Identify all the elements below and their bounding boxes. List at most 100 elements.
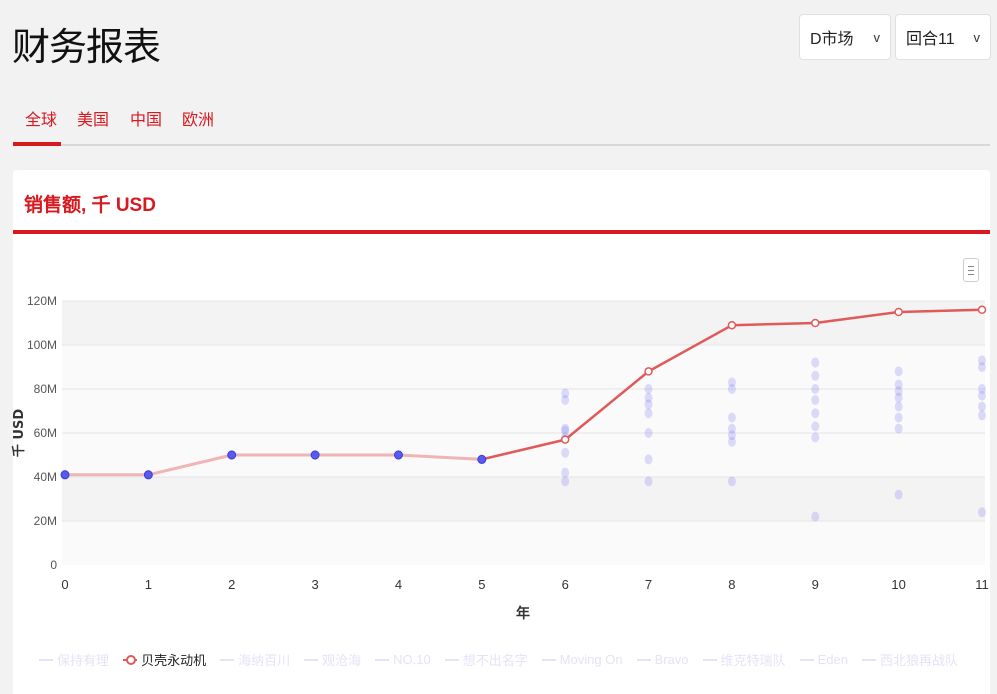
y-tick-label: 20M (34, 514, 57, 528)
plot-band (62, 521, 985, 565)
data-point (727, 320, 737, 330)
faded-point (978, 362, 986, 372)
faded-point (894, 412, 903, 423)
legend-label: Moving On (559, 652, 623, 667)
chart-legend: 保持有理 贝壳永动机 海纳百川 观沧海 NO.10 想不出名字 Moving On Bravo… (0, 650, 997, 669)
faded-point (811, 432, 820, 443)
tab-usa[interactable]: 美国 (77, 112, 110, 129)
faded-point (561, 447, 570, 458)
legend-label: NO.10 (393, 652, 431, 667)
legend-item[interactable]: 观沧海 (304, 650, 361, 669)
faded-point (727, 423, 736, 434)
legend-swatch-icon (636, 658, 651, 661)
faded-point (561, 388, 570, 399)
legend-swatch-icon (541, 658, 556, 661)
faded-point (727, 436, 736, 447)
plot-band (62, 433, 985, 477)
legend-item[interactable]: Bravo (636, 650, 689, 669)
series-line-segment (731, 321, 816, 327)
series-line-segment (898, 308, 983, 314)
faded-point (894, 366, 903, 377)
legend-item[interactable]: 海纳百川 (220, 650, 290, 669)
series-line-segment (398, 453, 482, 461)
data-point (227, 450, 237, 460)
x-tick-label: 0 (61, 577, 68, 592)
y-tick-label: 80M (34, 382, 57, 396)
tab-china[interactable]: 中国 (130, 112, 163, 129)
plot-band (62, 301, 985, 345)
faded-point (727, 412, 736, 423)
x-tick-label: 9 (812, 577, 819, 592)
legend-item[interactable]: 维克特瑞队 (702, 650, 786, 669)
legend-swatch-icon (702, 658, 717, 661)
legend-swatch-icon (123, 654, 138, 665)
faded-point (561, 425, 570, 436)
faded-point (978, 355, 986, 366)
legend-swatch-icon (799, 658, 814, 661)
plot-band (62, 389, 985, 433)
data-point (560, 435, 570, 444)
faded-point (894, 401, 903, 412)
faded-point (978, 401, 986, 412)
faded-point (561, 423, 570, 434)
legend-label: 想不出名字 (462, 653, 528, 668)
plot-band (62, 477, 985, 521)
data-point (894, 307, 903, 317)
active-tab-indicator (13, 142, 61, 146)
legend-label: 保持有理 (57, 653, 110, 668)
faded-point (811, 421, 820, 432)
chart-menu-button[interactable] (963, 258, 979, 282)
market-select-value: D市场 (810, 31, 854, 48)
legend-item[interactable]: NO.10 (375, 650, 431, 669)
faded-point (811, 395, 820, 405)
legend-swatch-icon (220, 658, 235, 661)
faded-point (894, 392, 903, 403)
x-tick-label: 1 (145, 577, 152, 592)
x-tick-label: 4 (395, 577, 402, 592)
faded-point (561, 395, 570, 405)
legend-swatch-icon (375, 658, 390, 661)
y-tick-label: 120M (27, 294, 57, 308)
faded-point (811, 357, 820, 368)
round-select[interactable]: 回合11 v (895, 14, 991, 60)
legend-item[interactable]: 想不出名字 (444, 650, 528, 669)
market-select[interactable]: D市场 v (799, 14, 891, 60)
x-tick-label: 10 (891, 577, 905, 592)
legend-item[interactable]: Moving On (541, 650, 623, 669)
chevron-down-icon: v (873, 29, 881, 45)
page-title: 财务报表 (12, 27, 161, 69)
legend-label: 贝壳永动机 (141, 653, 207, 668)
tab-global[interactable]: 全球 (25, 112, 58, 129)
legend-item[interactable]: 保持有理 (39, 650, 109, 669)
faded-point (978, 390, 986, 401)
data-point (393, 450, 403, 460)
series-line-segment (564, 370, 650, 441)
faded-point (644, 399, 653, 410)
faded-point (561, 467, 570, 478)
legend-item[interactable]: 贝壳永动机 (123, 650, 206, 669)
faded-point (644, 392, 653, 403)
faded-point (644, 384, 653, 394)
series-line-segment (148, 453, 233, 477)
faded-point (894, 423, 903, 434)
x-tick-label: 11 (975, 577, 989, 592)
legend-swatch-icon (39, 658, 54, 661)
data-point (310, 450, 320, 460)
x-tick-label: 3 (311, 577, 318, 592)
data-point (977, 305, 987, 315)
x-axis-label: 年 (516, 605, 530, 621)
plot-band (62, 345, 985, 389)
faded-point (561, 476, 570, 487)
y-tick-label: 100M (27, 338, 57, 352)
legend-item[interactable]: 西北狼再战队 (861, 650, 958, 669)
data-point (477, 454, 487, 464)
series-line-segment (481, 438, 566, 461)
legend-swatch-icon (861, 658, 876, 661)
legend-label: 维克特瑞队 (720, 653, 786, 668)
tab-europe[interactable]: 欧洲 (182, 112, 215, 129)
legend-item[interactable]: Eden (799, 650, 848, 669)
faded-point (727, 430, 736, 441)
faded-point (644, 476, 653, 487)
data-point (811, 318, 820, 328)
